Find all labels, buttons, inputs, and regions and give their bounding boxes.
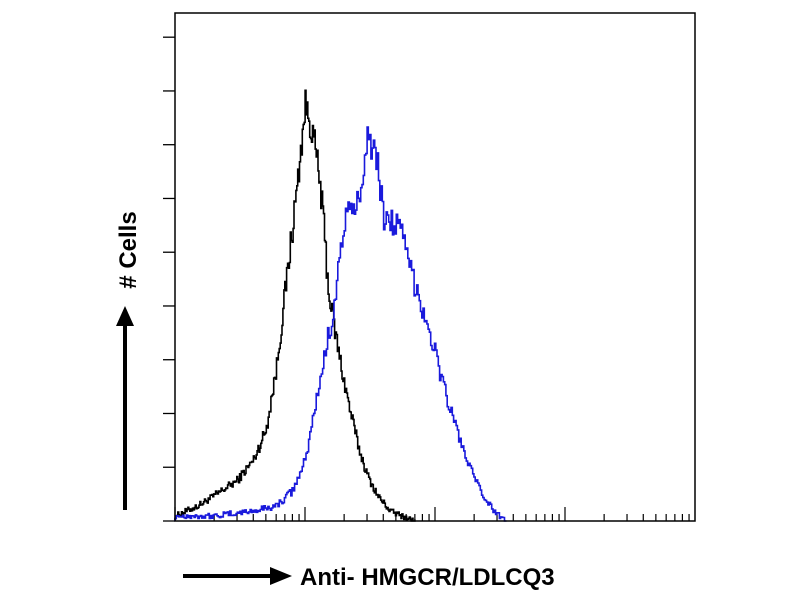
y-axis-ticks: [163, 36, 175, 522]
y-axis-label: # Cells: [115, 211, 142, 288]
x-axis-ticks: [174, 507, 690, 521]
antibody-histogram-line: [174, 126, 507, 522]
plot-frame: [174, 12, 696, 522]
y-axis-arrowhead: [116, 306, 134, 326]
control-histogram-line: [174, 89, 416, 522]
x-axis-arrowhead: [270, 567, 292, 585]
series-layer: [174, 89, 507, 522]
x-axis-label: Anti- HMGCR/LDLCQ3: [300, 564, 555, 591]
